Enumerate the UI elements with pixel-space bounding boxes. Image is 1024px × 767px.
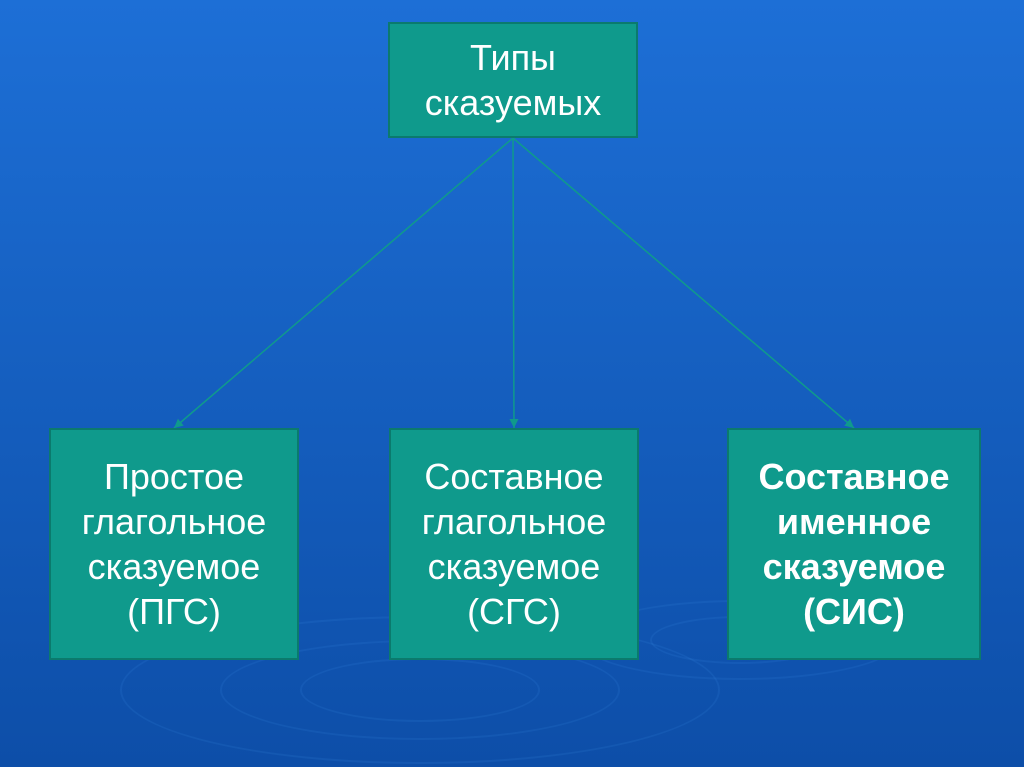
- box-line: сказуемое: [88, 544, 261, 589]
- box-line: глагольное: [422, 499, 607, 544]
- box-line: (СИС): [803, 589, 905, 634]
- box-line: сказуемых: [425, 80, 602, 125]
- box-line: глагольное: [82, 499, 267, 544]
- child-node-sis: Составноеименноесказуемое(СИС): [727, 428, 981, 660]
- box-line: Простое: [104, 454, 244, 499]
- box-line: сказуемое: [763, 544, 946, 589]
- box-line: Типы: [470, 35, 556, 80]
- box-line: (СГС): [467, 589, 561, 634]
- child-node-pgs: Простоеглагольноесказуемое(ПГС): [49, 428, 299, 660]
- root-node: Типысказуемых: [388, 22, 638, 138]
- box-line: Составное: [424, 454, 603, 499]
- child-node-sgs: Составноеглагольноесказуемое(СГС): [389, 428, 639, 660]
- box-line: сказуемое: [428, 544, 601, 589]
- box-line: (ПГС): [127, 589, 221, 634]
- box-line: именное: [777, 499, 931, 544]
- box-line: Составное: [758, 454, 949, 499]
